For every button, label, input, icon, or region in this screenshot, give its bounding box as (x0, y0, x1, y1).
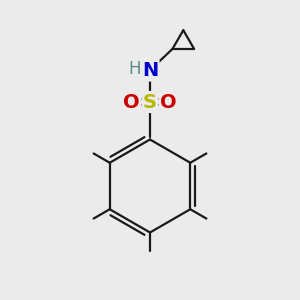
Text: H: H (128, 60, 141, 78)
Text: N: N (142, 61, 158, 80)
Text: O: O (160, 92, 177, 112)
Text: S: S (143, 92, 157, 112)
Text: O: O (123, 92, 140, 112)
